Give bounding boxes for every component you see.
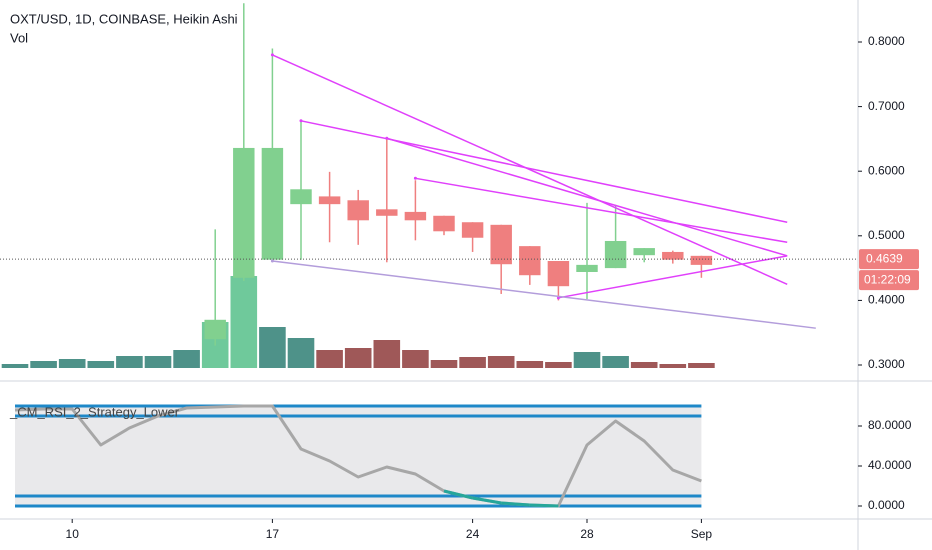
rsi-layer [14, 404, 702, 508]
trendline-end [413, 176, 417, 180]
candle-body [690, 255, 713, 265]
volume-title: Vol [10, 30, 28, 45]
y-tick-label: 0.3000 [868, 357, 905, 371]
volume-bar [344, 348, 372, 368]
volume-bar [58, 359, 86, 368]
x-tick-label: 17 [266, 527, 280, 541]
candle-body [261, 147, 284, 260]
volume-bar [630, 362, 658, 368]
candle-body [404, 211, 427, 221]
trendline [272, 260, 816, 329]
x-tick-label: Sep [691, 527, 713, 541]
candle-body [547, 260, 570, 287]
volume-bar [230, 276, 258, 368]
rsi-low-segment [443, 489, 473, 500]
volume-bar [1, 364, 29, 368]
candle-body [318, 196, 341, 205]
y2-tick-label: 40.0000 [868, 458, 912, 472]
volume-bar [602, 356, 629, 368]
rsi-band [15, 406, 702, 506]
last-price-box [859, 249, 919, 270]
volume-bar [316, 350, 343, 368]
candle-body [376, 209, 398, 216]
rsi-low-segment [501, 501, 530, 507]
candle-body [604, 240, 627, 269]
volume-bar [545, 362, 572, 368]
volume-bar [487, 356, 515, 368]
volume-bar [430, 360, 458, 368]
x-tick-label: 28 [580, 527, 594, 541]
candle-body [633, 248, 655, 256]
candle-body [290, 189, 312, 205]
trendline [272, 54, 788, 285]
volume-bar [259, 327, 286, 368]
countdown-box [859, 270, 919, 291]
volume-bar [688, 363, 715, 368]
price-layer [0, 3, 858, 346]
volume-bar [573, 352, 601, 368]
y-tick-label: 0.6000 [868, 163, 905, 177]
candle-body [204, 319, 226, 340]
candle-body [461, 222, 484, 238]
candle-body [433, 215, 455, 232]
candle-body [490, 224, 512, 265]
trendline-end [270, 259, 274, 263]
last-price-label: 0.4639 [866, 251, 903, 265]
volume-bar [402, 350, 429, 368]
trendline-end [270, 53, 274, 57]
volume-bar [287, 338, 315, 368]
candle-body [662, 251, 684, 260]
indicator-title: _CM_RSI_2_Strategy_Lower [9, 404, 180, 419]
x-tick-label: 10 [66, 527, 80, 541]
volume-bar [659, 364, 687, 368]
chart-title: OXT/USD, 1D, COINBASE, Heikin Ashi [10, 11, 238, 26]
trendline [415, 177, 788, 244]
y2-tick-label: 0.0000 [868, 498, 905, 512]
rsi-line [14, 404, 702, 508]
candle-body [233, 147, 255, 278]
rsi-low-segment [529, 503, 559, 508]
y-tick-label: 0.8000 [868, 34, 905, 48]
volume-bar [516, 361, 544, 368]
volume-bar [459, 357, 486, 368]
volume-bar [87, 361, 115, 368]
y2-tick-label: 80.0000 [868, 418, 912, 432]
candle-body [519, 246, 541, 276]
volume-bar [116, 356, 143, 368]
rsi-low-segment [472, 496, 502, 505]
trendline-end [385, 136, 389, 140]
trendline [386, 137, 788, 257]
trendline-end [299, 119, 303, 123]
volume-bar [173, 350, 200, 368]
volume-bar [144, 356, 172, 368]
countdown-label: 01:22:09 [864, 272, 911, 286]
trendline [558, 255, 788, 299]
candle-body [576, 264, 598, 272]
volume-bar [373, 340, 401, 368]
axes-layer: 0.8000 0.7000 0.6000 0.5000 0.4000 0.3000 80.0… [66, 34, 919, 541]
candle-body [347, 200, 369, 221]
y-tick-label: 0.5000 [868, 228, 905, 242]
y-tick-label: 0.7000 [868, 99, 905, 113]
trendline [300, 120, 788, 223]
x-tick-label: 24 [466, 527, 480, 541]
y-tick-label: 0.4000 [868, 293, 905, 307]
volume-bar [30, 361, 57, 368]
